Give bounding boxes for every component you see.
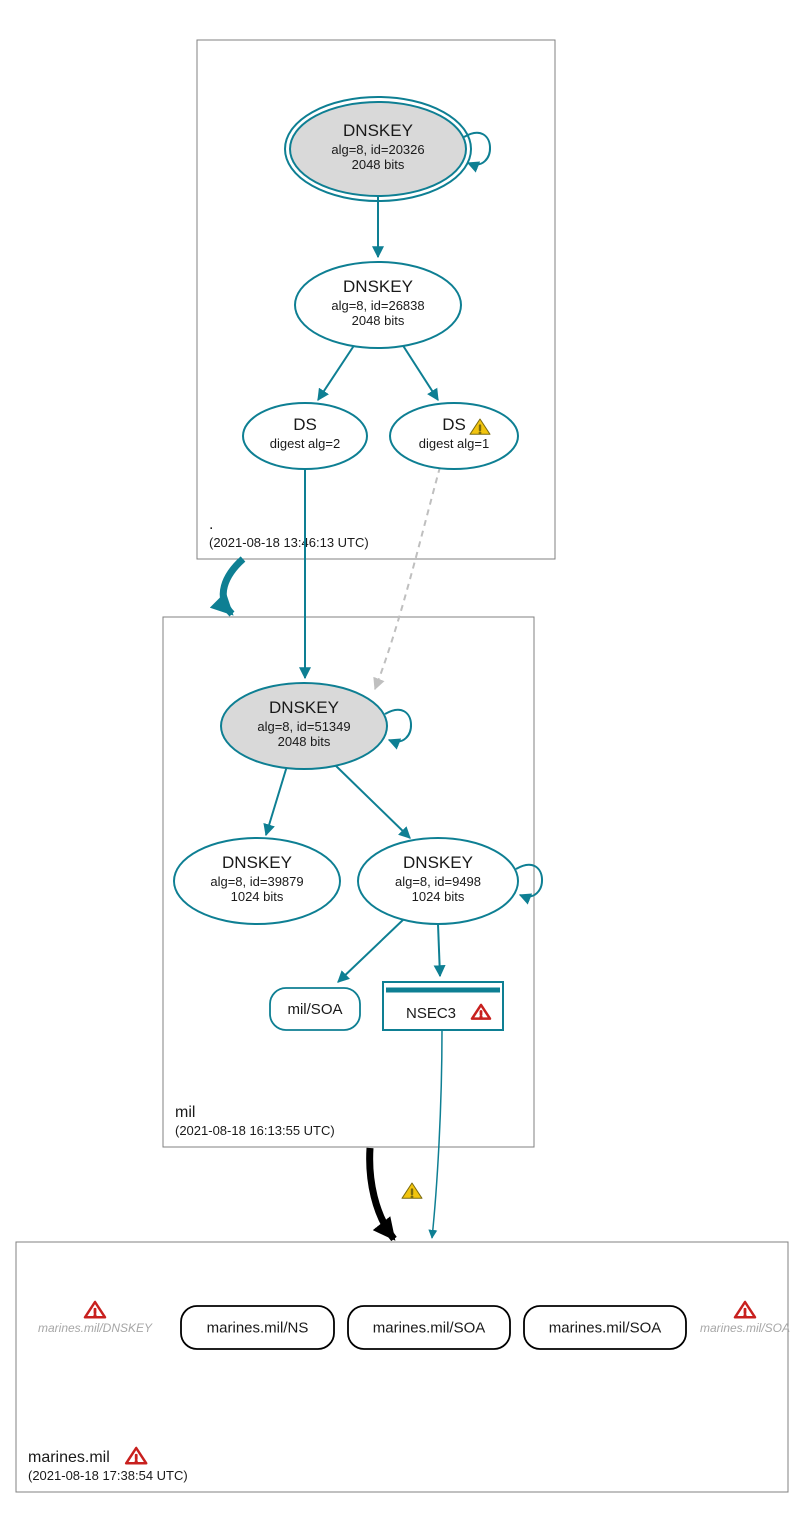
svg-text:DNSKEY: DNSKEY [343,121,413,140]
svg-text:marines.mil: marines.mil [28,1449,110,1466]
svg-text:DS: DS [442,415,466,434]
node-ghost-dnskey: marines.mil/DNSKEY [38,1321,153,1335]
edge-e8 [338,918,405,982]
node-ds2: DS digest alg=2 [243,403,367,469]
node-nsec3: NSEC3 [383,982,503,1030]
svg-text:NSEC3: NSEC3 [406,1005,456,1022]
node-mil-zsk2: DNSKEY alg=8, id=94981024 bits [358,838,542,924]
edge-e6 [266,766,287,835]
edge-e9 [438,924,440,976]
node-root-ksk: DNSKEY alg=8, id=203262048 bits [285,97,490,201]
svg-text:digest alg=1: digest alg=1 [419,436,489,451]
svg-text:mil/SOA: mil/SOA [287,1001,342,1018]
svg-text:DNSKEY: DNSKEY [222,853,292,872]
node-mil-zsk1: DNSKEY alg=8, id=398791024 bits [174,838,340,924]
svg-text:2048 bits: 2048 bits [278,734,331,749]
svg-text:1024 bits: 1024 bits [231,889,284,904]
svg-text:alg=8, id=51349: alg=8, id=51349 [257,719,350,734]
node-mil-ksk: DNSKEY alg=8, id=513492048 bits [221,683,411,769]
node-mar-soa2: marines.mil/SOA [524,1306,686,1349]
node-root-zsk: DNSKEY alg=8, id=268382048 bits [295,262,461,348]
svg-text:mil: mil [175,1104,195,1121]
node-ghost-soa: marines.mil/SOA [700,1321,790,1335]
edge-e5 [375,467,440,689]
svg-text:alg=8, id=26838: alg=8, id=26838 [331,298,424,313]
svg-text:DNSKEY: DNSKEY [403,853,473,872]
svg-text:alg=8, id=20326: alg=8, id=20326 [331,142,424,157]
edge-e-del1 [223,559,243,614]
svg-text:1024 bits: 1024 bits [412,889,465,904]
svg-text:marines.mil/DNSKEY: marines.mil/DNSKEY [38,1321,153,1335]
edge-e3 [402,344,438,400]
svg-text:digest alg=2: digest alg=2 [270,436,340,451]
svg-text:marines.mil/NS: marines.mil/NS [207,1320,309,1337]
svg-text:(2021-08-18 16:13:55 UTC): (2021-08-18 16:13:55 UTC) [175,1123,335,1138]
svg-text:DNSKEY: DNSKEY [343,277,413,296]
node-mil-soa: mil/SOA [270,988,360,1030]
node-ds1: DS digest alg=1 [390,403,518,469]
warning-icon [402,1183,422,1198]
dnssec-diagram: . (2021-08-18 13:46:13 UTC) mil (2021-08-18… [0,0,804,1520]
svg-text:.: . [209,516,213,533]
svg-text:marines.mil/SOA: marines.mil/SOA [549,1320,662,1337]
svg-text:2048 bits: 2048 bits [352,157,405,172]
error-icon [126,1448,146,1463]
svg-text:alg=8, id=9498: alg=8, id=9498 [395,874,481,889]
svg-text:DS: DS [293,415,317,434]
svg-text:marines.mil/SOA: marines.mil/SOA [700,1321,790,1335]
svg-text:(2021-08-18 17:38:54 UTC): (2021-08-18 17:38:54 UTC) [28,1468,188,1483]
error-icon [85,1302,105,1317]
svg-text:DNSKEY: DNSKEY [269,698,339,717]
edge-e10 [432,1030,442,1238]
svg-text:marines.mil/SOA: marines.mil/SOA [373,1320,486,1337]
edge-e7 [334,764,410,838]
svg-text:alg=8, id=39879: alg=8, id=39879 [210,874,303,889]
edge-e-del2 [370,1148,394,1239]
svg-text:2048 bits: 2048 bits [352,313,405,328]
svg-text:(2021-08-18 13:46:13 UTC): (2021-08-18 13:46:13 UTC) [209,535,369,550]
node-mar-soa1: marines.mil/SOA [348,1306,510,1349]
nodes: DNSKEYalg=8, id=203262048 bitsDNSKEYalg=… [38,97,790,1349]
node-mar-ns: marines.mil/NS [181,1306,334,1349]
error-icon [735,1302,755,1317]
edge-e2 [318,344,355,400]
